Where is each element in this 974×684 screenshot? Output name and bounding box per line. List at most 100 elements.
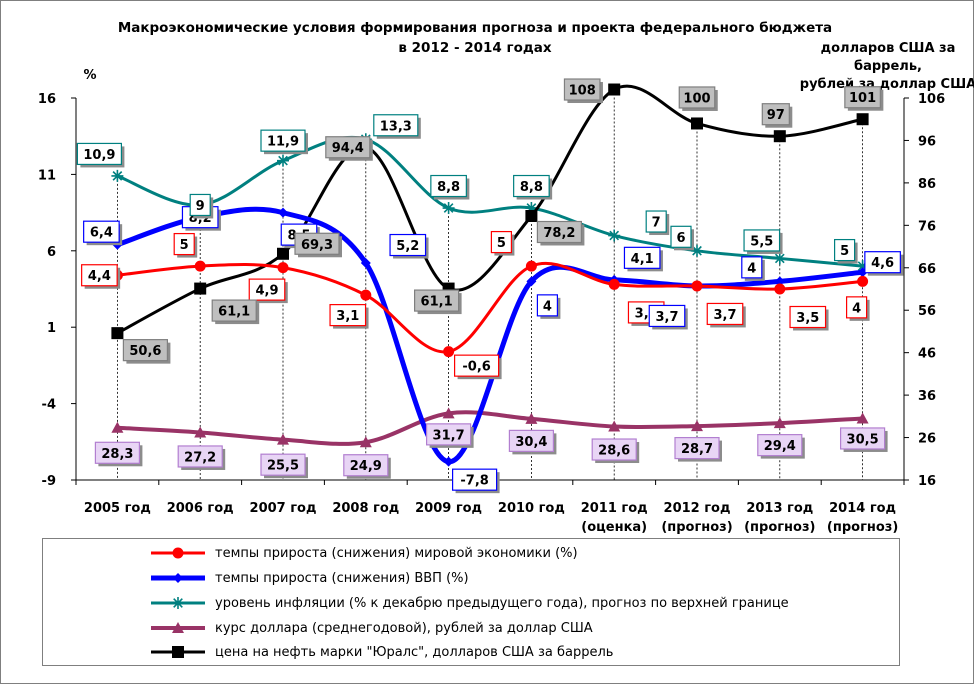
data-label-world: 4 [845, 296, 870, 321]
series-world [111, 260, 869, 358]
data-label-box [845, 296, 868, 319]
data-label-inflation: 8,8 [513, 174, 553, 200]
legend-key-marker-oil [172, 646, 184, 658]
point-gdp [526, 276, 537, 287]
point-world [194, 260, 206, 272]
right-axis-label-line-3: рублей за доллар США [800, 77, 974, 92]
chart-canvas: Макроэкономические условия формирования … [38, 20, 974, 535]
point-world [691, 280, 703, 292]
legend-label-inflation: уровень инфляции (% к декабрю предыдущег… [215, 595, 789, 611]
data-label-usd: 28,3 [94, 441, 143, 467]
data-label-usd: 27,2 [177, 445, 226, 470]
x-tick-label: (оценка) [581, 520, 647, 535]
data-labels: 4,454,93,1-0,653,83,73,546,48,28,55,2-7,… [76, 78, 904, 494]
point-inflation [691, 244, 703, 257]
data-label-text: 29,4 [764, 439, 796, 454]
right-tick-label: 66 [918, 262, 936, 277]
point-usd [691, 420, 703, 432]
x-tick-label: 2012 год [664, 501, 731, 516]
data-label-usd: 28,7 [674, 436, 722, 462]
legend-key-gdp [151, 573, 205, 583]
data-label-box [513, 174, 550, 198]
data-label-inflation: 5,5 [743, 229, 783, 254]
data-label-box [833, 238, 856, 262]
data-label-text: 108 [569, 84, 596, 99]
data-label-text: 4 [747, 261, 756, 276]
right-tick-label: 76 [918, 219, 936, 234]
data-label-text: 4,9 [255, 284, 278, 299]
legend-key-oil [151, 646, 205, 658]
legend-label-world: темпы прироста (снижения) мировой эконом… [215, 545, 578, 561]
right-tick-label: 106 [918, 92, 945, 107]
data-label-text: 13,3 [380, 119, 412, 134]
point-oil [111, 327, 124, 340]
data-label-box [741, 256, 763, 279]
legend: темпы прироста (снижения) мировой эконом… [42, 538, 900, 666]
point-inflation [277, 154, 289, 167]
data-label-gdp: 5,2 [389, 233, 429, 259]
data-label-box [294, 232, 340, 255]
right-tick-label: 16 [918, 474, 936, 489]
series-line-usd [115, 410, 865, 446]
data-label-inflation: 11,9 [260, 129, 308, 155]
data-label-gdp: 4 [741, 256, 765, 281]
data-label-box [177, 445, 223, 468]
legend-key-world [151, 547, 205, 559]
data-label-box [373, 114, 419, 137]
right-axis-label-line-2: баррель, [854, 59, 922, 74]
data-label-box [563, 78, 601, 101]
data-label-text: 8,8 [520, 180, 543, 195]
legend-key-marker-world [172, 547, 184, 559]
point-inflation [525, 202, 538, 215]
data-label-box [490, 230, 512, 254]
data-label-box [211, 299, 257, 322]
point-oil [773, 130, 786, 143]
data-label-box [389, 233, 427, 257]
data-label-box [761, 103, 790, 126]
x-tick-label: 2014 год [829, 501, 896, 516]
data-label-text: 4 [543, 299, 552, 314]
legend-item-world: темпы прироста (снижения) мировой эконом… [43, 541, 578, 565]
point-world [608, 278, 620, 290]
data-label-box [454, 354, 500, 377]
data-label-box [452, 468, 498, 491]
point-gdp [774, 276, 785, 287]
point-usd [856, 412, 869, 424]
right-tick-label: 96 [918, 134, 936, 149]
point-usd [194, 426, 207, 438]
data-label-box [678, 86, 716, 109]
data-label-text: 5 [840, 244, 849, 259]
data-label-usd: 29,4 [757, 434, 805, 459]
data-label-oil: 108 [563, 78, 603, 104]
point-inflation [856, 260, 869, 273]
point-usd [608, 420, 621, 432]
data-label-box [94, 441, 141, 464]
data-label-box [343, 454, 389, 477]
legend-item-gdp: темпы прироста (снижения) ВВП (%) [43, 566, 469, 590]
data-label-box [248, 278, 286, 301]
point-oil [608, 83, 621, 96]
data-label-text: 6,4 [90, 226, 113, 241]
data-label-usd: 30,5 [839, 427, 888, 452]
legend-item-inflation: уровень инфляции (% к декабрю предыдущег… [43, 591, 789, 615]
data-label-box [76, 142, 123, 166]
data-label-inflation: 6 [670, 225, 694, 251]
data-label-world: 4,9 [248, 278, 288, 304]
series-line-oil [115, 84, 865, 335]
data-label-text: 28,3 [101, 447, 133, 462]
point-oil [277, 247, 289, 260]
data-label-box [426, 423, 472, 446]
x-tick-label: (прогноз) [744, 520, 815, 535]
x-tick-label: 2010 год [498, 501, 565, 516]
point-usd [442, 407, 455, 419]
data-label-text: 6 [676, 231, 685, 246]
data-label-text: 4,1 [631, 252, 654, 267]
data-label-usd: 25,5 [260, 453, 308, 479]
legend-label-oil: цена на нефть марки "Юралс", долларов СШ… [215, 644, 614, 660]
point-inflation [608, 229, 621, 242]
data-label-box [329, 304, 367, 327]
data-label-text: 25,5 [267, 459, 299, 474]
point-gdp [360, 258, 371, 269]
data-label-box [260, 129, 306, 152]
data-label-box [81, 264, 118, 287]
